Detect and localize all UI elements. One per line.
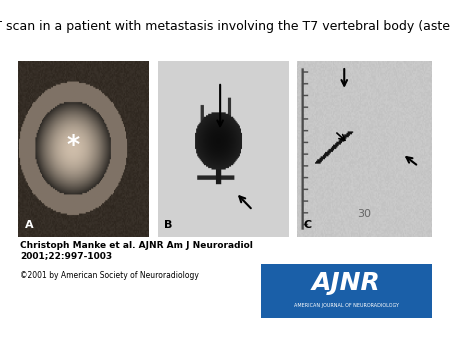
Text: B: B xyxy=(164,220,172,230)
Text: A, CT scan in a patient with metastasis involving the T7 vertebral body (asteris: A, CT scan in a patient with metastasis … xyxy=(0,20,450,33)
Text: AJNR: AJNR xyxy=(312,270,381,295)
Text: C: C xyxy=(304,220,312,230)
Text: *: * xyxy=(66,133,79,157)
Text: Christoph Manke et al. AJNR Am J Neuroradiol: Christoph Manke et al. AJNR Am J Neurora… xyxy=(20,241,253,250)
Text: AMERICAN JOURNAL OF NEURORADIOLOGY: AMERICAN JOURNAL OF NEURORADIOLOGY xyxy=(294,303,399,308)
Text: 30: 30 xyxy=(357,209,372,219)
Text: A: A xyxy=(24,220,33,230)
Text: 2001;22:997-1003: 2001;22:997-1003 xyxy=(20,251,112,260)
Text: ©2001 by American Society of Neuroradiology: ©2001 by American Society of Neuroradiol… xyxy=(20,271,199,280)
